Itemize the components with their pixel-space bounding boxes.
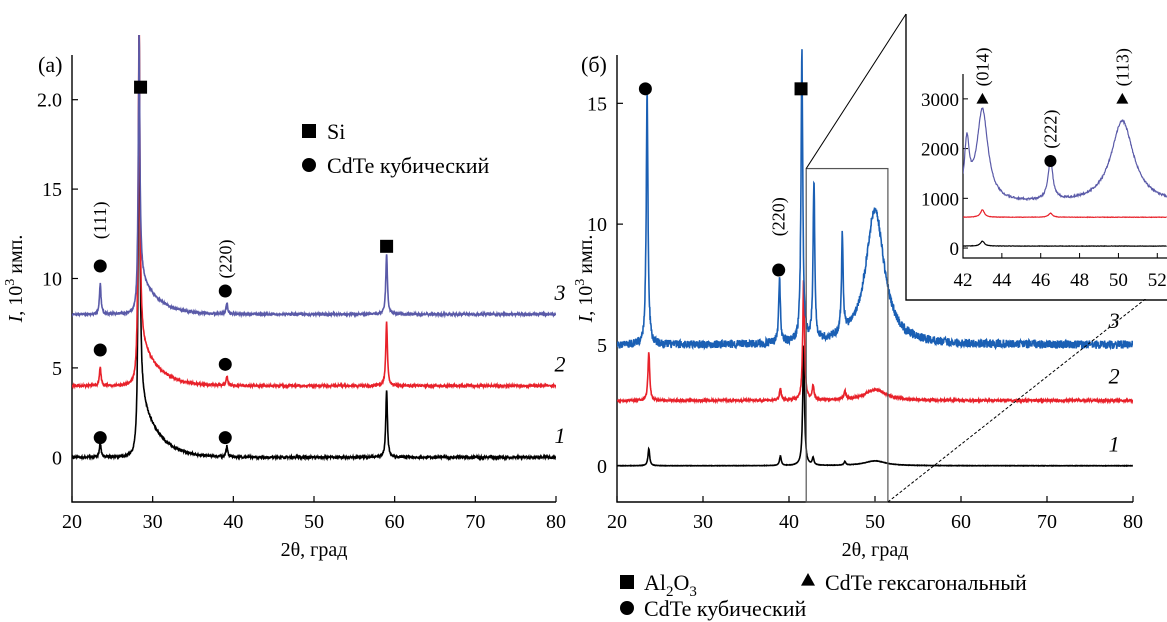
x-tick-label: 30 [143, 511, 163, 533]
circle-marker [218, 284, 232, 298]
y-tick-label: 0 [52, 447, 62, 469]
inset-x-tick-label: 44 [992, 270, 1012, 291]
circle-marker [620, 601, 634, 615]
y-tick-label: 10 [42, 269, 62, 291]
peak-annotation: (111) [90, 202, 111, 240]
y-tick-label: 10 [587, 214, 607, 236]
x-tick-label: 60 [951, 511, 971, 533]
y-axis-label: I, 103 имп. [573, 235, 597, 324]
inset: 0 1000 2000 3000 42 44 46 48 50 52 (014) (222) (113) [905, 14, 1167, 301]
curve-label-1: 1 [1109, 431, 1120, 456]
circle-marker [772, 263, 786, 277]
zoom-connector [887, 281, 1167, 503]
peak-annotation: (113) [1112, 48, 1133, 86]
circle-marker [638, 82, 652, 96]
circle-marker [218, 357, 232, 371]
inset-y-tick-label: 0 [950, 239, 960, 260]
legend-label: CdTe гексагональный [825, 570, 1027, 595]
panel-label: (б) [581, 52, 607, 77]
circle-marker [93, 343, 107, 357]
x-tick-label: 20 [62, 511, 82, 533]
x-tick-label: 30 [693, 511, 713, 533]
square-marker [620, 575, 634, 589]
inset-series-line [963, 107, 1167, 202]
legend: Si CdTe кубический [302, 119, 489, 178]
peak-annotation: (222) [1040, 110, 1061, 149]
series-line-3 [72, 35, 556, 319]
series-line-3 [617, 49, 1133, 351]
circle-marker [93, 431, 107, 445]
series-line-2 [617, 280, 1133, 405]
x-tick-label: 80 [1123, 511, 1143, 533]
zoom-connector [805, 13, 907, 169]
inset-y-tick-label: 3000 [921, 90, 959, 111]
y-tick-label: 15 [42, 179, 62, 201]
triangle-marker [976, 92, 989, 104]
curve-label-2: 2 [555, 351, 566, 376]
inset-y-tick-label: 2000 [921, 140, 959, 161]
x-tick-label: 50 [304, 511, 324, 533]
series-line-1 [72, 35, 556, 462]
inset-x-tick-label: 52 [1148, 270, 1167, 291]
legend-label: CdTe кубический [327, 153, 489, 178]
legend-label: Si [327, 119, 345, 144]
curve-label-2: 2 [1109, 364, 1120, 389]
peak-annotation: (220) [215, 240, 236, 279]
triangle-marker [1116, 92, 1129, 104]
y-axis-label: I, 103 имп. [3, 235, 27, 324]
inset-x-tick-label: 50 [1109, 270, 1128, 291]
square-marker [794, 82, 808, 96]
x-axis-label: 2θ, град [842, 539, 909, 561]
zoom-box [805, 167, 889, 503]
axes-frame [71, 55, 556, 503]
y-tick-label: 5 [52, 358, 62, 380]
inset-y-tick-label: 1000 [921, 189, 959, 210]
inset-x-tick-label: 48 [1070, 270, 1089, 291]
peak-annotation: (220) [769, 197, 790, 236]
square-marker [302, 124, 316, 138]
x-tick-label: 80 [546, 511, 566, 533]
y-tick-label: 5 [597, 335, 607, 357]
curve-label-3: 3 [1108, 308, 1120, 333]
legend-label: Al2O3 [644, 570, 697, 600]
x-tick-label: 70 [1037, 511, 1057, 533]
inset-x-tick-label: 46 [1031, 270, 1050, 291]
x-tick-label: 40 [223, 511, 243, 533]
inset-border [905, 14, 1167, 301]
panel-label: (a) [38, 52, 62, 77]
y-tick-label: 2.0 [37, 90, 62, 112]
inset-x-tick-label: 42 [954, 270, 973, 291]
circle-marker [93, 259, 107, 273]
circle-marker [218, 431, 232, 445]
x-tick-label: 50 [865, 511, 885, 533]
y-tick-label: 0 [597, 456, 607, 478]
legend: Al2O3 CdTe гексагональный CdTe кубический [620, 570, 1027, 621]
y-tick-label: 15 [587, 93, 607, 115]
x-tick-label: 40 [779, 511, 799, 533]
inset-series-line [963, 240, 1167, 248]
x-tick-label: 20 [607, 511, 627, 533]
triangle-marker [801, 573, 815, 586]
square-marker [380, 239, 394, 253]
inset-series-line [963, 209, 1167, 219]
legend-label: CdTe кубический [644, 596, 806, 621]
x-axis-label: 2θ, град [281, 539, 348, 561]
circle-marker [1044, 155, 1057, 168]
x-tick-label: 70 [465, 511, 485, 533]
series-line-2 [72, 35, 556, 390]
curve-label-1: 1 [555, 423, 566, 448]
series-line-1 [617, 345, 1133, 468]
panel-a: (a) 20 30 40 50 60 70 80 0 5 10 15 2.0 2θ, град I, 103… [3, 35, 566, 561]
inset-background [907, 15, 1167, 299]
square-marker [134, 80, 148, 94]
curve-label-3: 3 [554, 280, 566, 305]
peak-annotation: (014) [972, 47, 993, 86]
x-tick-label: 60 [385, 511, 405, 533]
circle-marker [302, 158, 316, 172]
